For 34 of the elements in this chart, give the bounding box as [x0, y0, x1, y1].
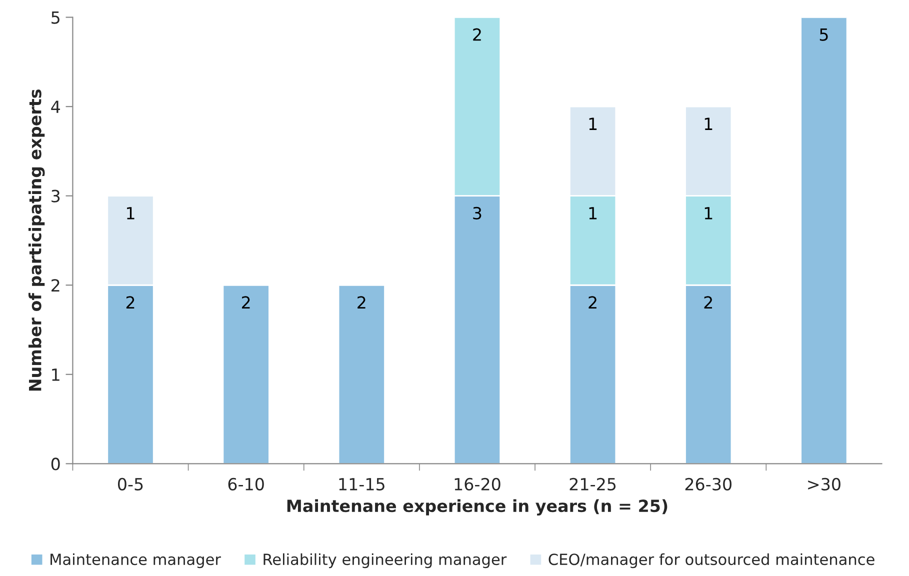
- data-label: 3: [473, 206, 482, 220]
- data-label: 5: [820, 28, 828, 41]
- data-label: 2: [473, 28, 481, 41]
- data-label: 2: [126, 296, 134, 308]
- legend-label: Maintenance manager: [50, 553, 221, 568]
- y-tick-label: 3: [52, 190, 60, 202]
- y-axis-title: Number of participating experts: [28, 90, 45, 391]
- y-tick-label: 0: [51, 458, 60, 470]
- y-tick-label: 4: [51, 100, 60, 113]
- y-tick-label: 2: [52, 279, 60, 292]
- x-tick-label: 21-25: [570, 478, 616, 490]
- data-label: 2: [704, 296, 712, 308]
- bar: [222, 284, 270, 464]
- bar: [800, 17, 848, 464]
- data-label: 1: [589, 118, 597, 130]
- data-label: 1: [127, 207, 134, 220]
- x-axis-title: Maintenane experience in years (n = 25): [287, 499, 668, 516]
- bar: [338, 284, 386, 464]
- data-label: 2: [588, 296, 596, 308]
- x-tick-label: 26-30: [685, 478, 732, 490]
- x-tick-label: >30: [808, 478, 840, 490]
- y-tick-label: 1: [52, 368, 60, 381]
- x-tick-label: 16-20: [454, 478, 500, 490]
- x-tick-label: 0-5: [118, 478, 143, 490]
- data-label: 1: [589, 207, 597, 220]
- data-label: 1: [704, 118, 712, 130]
- legend-label: CEO/manager for outsourced maintenance: [548, 553, 874, 568]
- x-tick-label: 6-10: [228, 478, 264, 490]
- data-label: 2: [242, 296, 250, 308]
- y-tick-label: 5: [52, 11, 60, 24]
- legend-label: Reliability engineering manager: [264, 553, 507, 568]
- data-label: 1: [704, 207, 712, 220]
- data-label: 2: [358, 296, 366, 308]
- x-tick-label: 11-15: [339, 478, 384, 490]
